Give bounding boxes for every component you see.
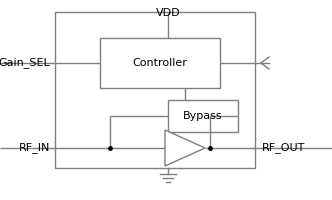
Text: RF_IN: RF_IN: [19, 143, 50, 153]
Bar: [168, 100, 238, 132]
Text: Gain_SEL: Gain_SEL: [0, 58, 50, 68]
Bar: [100, 38, 220, 88]
Text: Bypass: Bypass: [183, 111, 223, 121]
Bar: [55, 12, 255, 168]
Polygon shape: [165, 130, 205, 166]
Text: Controller: Controller: [132, 58, 188, 68]
Text: VDD: VDD: [156, 8, 180, 18]
Text: RF_OUT: RF_OUT: [262, 143, 305, 153]
